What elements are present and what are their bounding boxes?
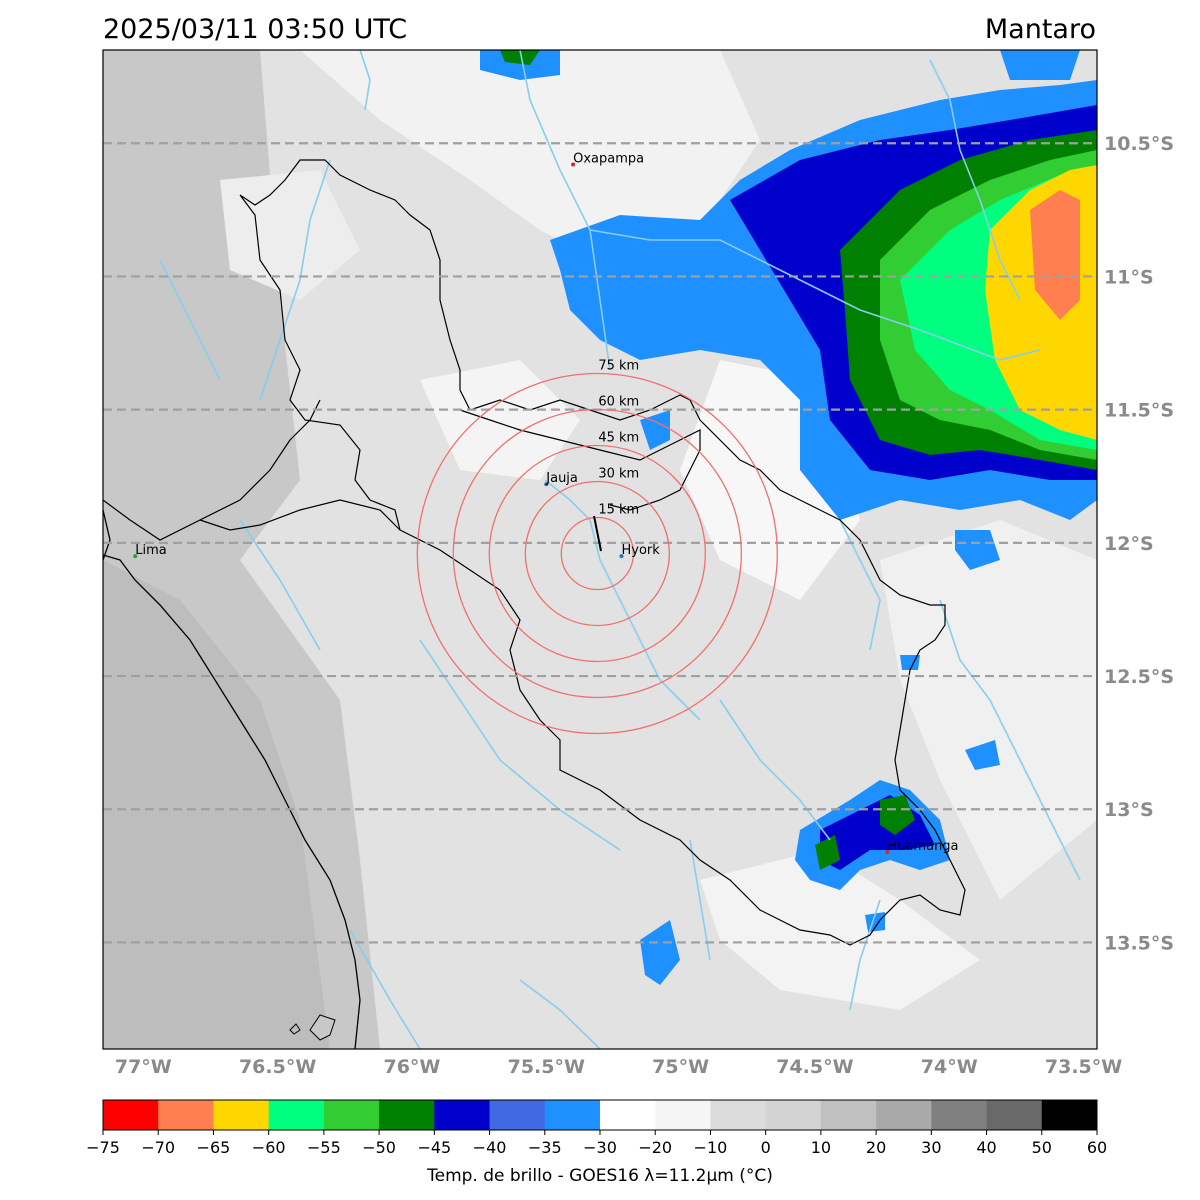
colorbar-tick-label: −20 [638,1138,672,1157]
colorbar-tick-label: 50 [1032,1138,1052,1157]
colorbar-segment [765,1100,822,1130]
colorbar-segment [820,1100,877,1130]
colorbar-title: Temp. de brillo - GOES16 λ=11.2μm (°C) [426,1166,773,1186]
city-marker [544,482,549,487]
range-ring [416,372,778,735]
colorbar-tick-label: 30 [921,1138,941,1157]
colorbar-segment [434,1100,491,1130]
lat-tick-label: 10.5°S [1104,133,1174,155]
colorbar-tick-label: 20 [866,1138,886,1157]
colorbar-segment [544,1100,601,1130]
colorbar-segment [876,1100,932,1130]
range-ring-label: 30 km [598,466,639,481]
lat-tick-label: 13°S [1104,799,1154,821]
radar-range-rings: 15 km 30 km 45 km 60 km 75 km [416,358,778,735]
colorbar-tick-label: −40 [473,1138,507,1157]
colorbar-segment [268,1100,325,1130]
colorbar-segment [379,1100,435,1130]
map-frame [102,49,1098,1050]
city-label: Oxapampa [573,152,644,167]
lon-tick-label: 74°W [921,1056,978,1078]
lon-tick-label: 76.5°W [239,1056,316,1078]
range-ring-label: 15 km [598,502,639,517]
colorbar-segment [710,1100,767,1130]
lat-tick-label: 13.5°S [1104,932,1174,954]
city-marker [571,162,576,167]
lat-tick-label: 11°S [1104,266,1154,288]
colorbar-tick-label: −30 [583,1138,617,1157]
city-marker [619,554,624,559]
colorbar-segment [213,1100,270,1130]
city-label: Jauja [545,471,578,486]
range-ring-label: 75 km [598,358,639,373]
city-label: Hyork [621,543,660,558]
coastline [103,554,361,1049]
rivers [159,50,1081,1049]
lat-tick-label: 12.5°S [1104,666,1174,688]
lat-tick-label: 11.5°S [1104,400,1174,422]
colorbar-tick-label: −55 [307,1138,341,1157]
range-ring-label: 45 km [598,430,639,445]
lon-tick-label: 75°W [652,1056,709,1078]
range-ring-label: 60 km [598,394,639,409]
boundaries [103,159,966,946]
lon-tick-label: 75.5°W [508,1056,585,1078]
city-marker [133,554,138,559]
colorbar-segment [655,1100,711,1130]
colorbar-segment [931,1100,988,1130]
colorbar-tick-label: −45 [417,1138,451,1157]
colorbar-tick-label: −75 [86,1138,120,1157]
lon-tick-label: 77°W [115,1056,172,1078]
city-marker [885,849,890,854]
colorbar-tick-label: 10 [811,1138,831,1157]
radar-beam-line [593,515,602,552]
lon-tick-label: 74.5°W [776,1056,853,1078]
colorbar-tick-label: 40 [976,1138,996,1157]
range-ring [524,480,670,627]
city-label: Lima [135,543,166,558]
colorbar-segment [1041,1100,1098,1130]
colorbar-segment [103,1100,159,1130]
range-ring [452,408,742,699]
lon-tick-label: 73.5°W [1045,1056,1122,1078]
colorbar-tick-label: −50 [362,1138,396,1157]
colorbar-tick-label: −10 [694,1138,728,1157]
colorbar-tick-label: −65 [197,1138,231,1157]
longitude-tick-labels: 77°W 76.5°W 76°W 75.5°W 75°W 74.5°W 74°W 73.5°W [115,1056,1122,1078]
city-label: Huamanga [887,839,958,854]
colorbar-tick-label: −60 [252,1138,286,1157]
timestamp-title: 2025/03/11 03:50 UTC [103,14,408,45]
lon-tick-label: 76°W [383,1056,440,1078]
city-markers: Oxapampa Jauja Hyork Lima Huamanga [133,152,959,854]
colorbar-segment [323,1100,380,1130]
colorbar-tick-label: 0 [761,1138,771,1157]
colorbar-segment [489,1100,546,1130]
colorbar-tick-label: −35 [528,1138,562,1157]
range-ring [560,516,634,591]
lat-tick-label: 12°S [1104,533,1154,555]
colorbar: −75 −70 −65 −60 −55 −50 −45 −40 −35 −30 −20 −10 0 10 2… [86,1099,1107,1157]
latitude-tick-labels: 10.5°S 11°S 11.5°S 12°S 12.5°S 13°S 13.5°S [1104,133,1174,954]
range-ring [488,444,706,663]
map-field: 15 km 30 km 45 km 60 km 75 km Oxapampa Jauja H… [103,50,1097,1049]
colorbar-segment [158,1100,214,1130]
colorbar-tick-label: 60 [1087,1138,1107,1157]
colorbar-segment [986,1100,1043,1130]
colorbar-segment [600,1100,656,1130]
colorbar-tick-label: −70 [141,1138,175,1157]
region-title: Mantaro [984,14,1096,45]
